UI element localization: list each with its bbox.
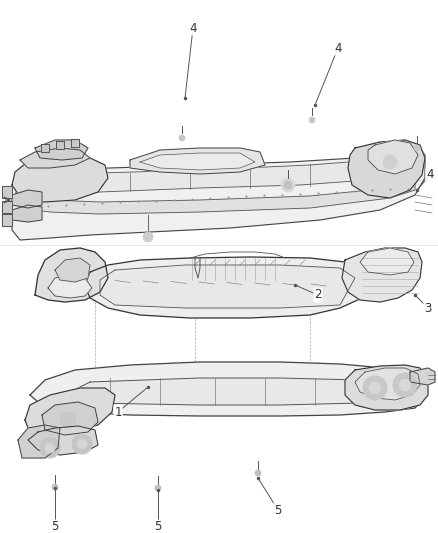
Polygon shape xyxy=(100,265,355,308)
Circle shape xyxy=(414,145,420,151)
Polygon shape xyxy=(20,182,415,214)
Polygon shape xyxy=(345,365,428,410)
Polygon shape xyxy=(12,205,42,222)
Text: 4: 4 xyxy=(334,42,342,54)
Polygon shape xyxy=(85,257,368,318)
Polygon shape xyxy=(2,201,12,213)
Polygon shape xyxy=(130,148,265,174)
Polygon shape xyxy=(55,258,90,282)
Polygon shape xyxy=(12,148,425,240)
Circle shape xyxy=(369,382,381,394)
Circle shape xyxy=(284,181,292,189)
Polygon shape xyxy=(42,402,98,435)
Text: 5: 5 xyxy=(51,521,59,533)
Polygon shape xyxy=(35,248,108,302)
Polygon shape xyxy=(355,368,420,400)
Circle shape xyxy=(40,438,60,458)
Polygon shape xyxy=(78,378,380,405)
Circle shape xyxy=(179,135,185,141)
Polygon shape xyxy=(71,139,79,147)
Polygon shape xyxy=(2,214,12,226)
Circle shape xyxy=(393,373,417,397)
Polygon shape xyxy=(41,144,49,152)
Polygon shape xyxy=(25,388,115,432)
Polygon shape xyxy=(30,362,425,416)
Polygon shape xyxy=(20,148,90,168)
Circle shape xyxy=(309,117,315,123)
Circle shape xyxy=(281,178,295,192)
Circle shape xyxy=(72,434,92,454)
Polygon shape xyxy=(360,248,414,275)
Polygon shape xyxy=(35,140,88,160)
Polygon shape xyxy=(348,140,425,198)
Circle shape xyxy=(52,484,58,490)
Circle shape xyxy=(383,155,397,169)
Circle shape xyxy=(77,439,87,449)
Polygon shape xyxy=(18,425,60,458)
Polygon shape xyxy=(12,190,42,208)
Circle shape xyxy=(60,412,76,428)
Text: 4: 4 xyxy=(189,21,197,35)
Text: 2: 2 xyxy=(314,288,322,302)
Polygon shape xyxy=(28,426,98,455)
Text: 5: 5 xyxy=(274,504,282,516)
Text: 3: 3 xyxy=(424,302,432,314)
Polygon shape xyxy=(140,153,255,170)
Circle shape xyxy=(143,232,153,242)
Circle shape xyxy=(399,379,411,391)
Circle shape xyxy=(155,485,161,491)
Polygon shape xyxy=(342,248,422,302)
Polygon shape xyxy=(410,368,435,385)
Polygon shape xyxy=(50,158,415,196)
Polygon shape xyxy=(56,141,64,149)
Circle shape xyxy=(146,235,150,239)
Circle shape xyxy=(255,470,261,476)
Circle shape xyxy=(363,376,387,400)
Polygon shape xyxy=(368,140,418,174)
Polygon shape xyxy=(12,155,108,202)
Polygon shape xyxy=(2,186,12,198)
Text: 4: 4 xyxy=(426,168,434,182)
Polygon shape xyxy=(48,275,92,298)
Text: 1: 1 xyxy=(114,406,122,418)
Text: 5: 5 xyxy=(154,521,162,533)
Circle shape xyxy=(45,443,55,453)
Circle shape xyxy=(64,416,72,424)
